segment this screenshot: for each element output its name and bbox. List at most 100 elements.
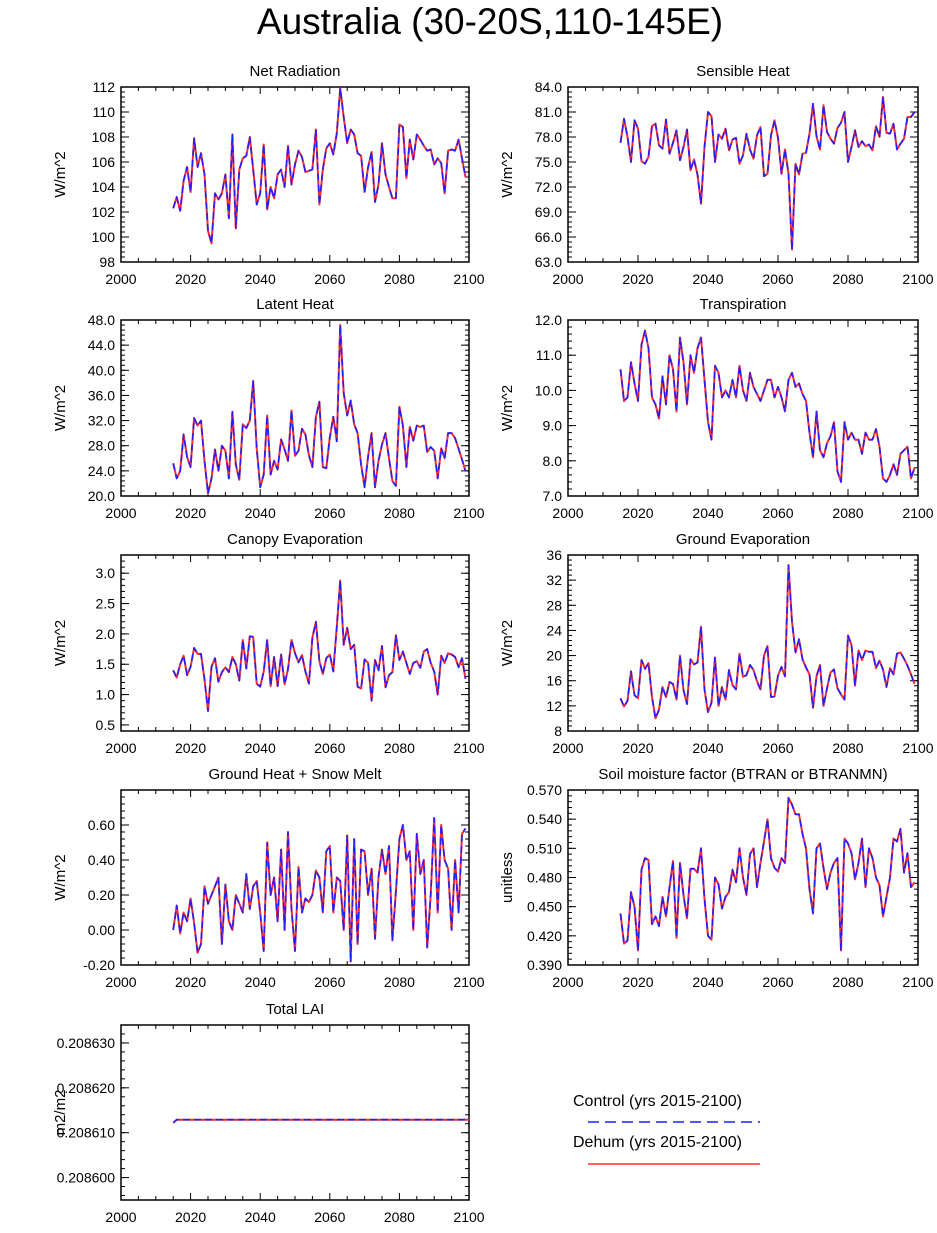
ground-heat-snow-melt-series-control (172, 817, 467, 963)
ground-heat-snow-melt-xtick-label: 2040 (245, 974, 276, 990)
soil-moisture-factor-btran-or-btranmn-ytick-label: 0.480 (527, 870, 562, 886)
canopy-evaporation-ytick-label: 2.0 (96, 626, 116, 642)
canopy-evaporation-title: Canopy Evaporation (227, 531, 363, 548)
canopy-evaporation-ylabel: W/m^2 (52, 620, 69, 666)
ground-evaporation-xtick-label: 2040 (692, 740, 723, 756)
total-lai-xtick-label: 2000 (105, 1209, 136, 1225)
sensible-heat-ylabel: W/m^2 (499, 151, 516, 197)
sensible-heat-ytick-label: 69.0 (535, 204, 562, 220)
net-radiation-ytick-label: 98 (99, 254, 115, 270)
panel-total-lai: Total LAI m2/m2 2000 2020 2040 2060 2080 2100 0.… (52, 1001, 485, 1225)
latent-heat-ytick-label: 40.0 (88, 362, 115, 378)
canopy-evaporation-ytick-label: 0.5 (96, 717, 116, 733)
total-lai-ytick-label: 0.208620 (57, 1080, 116, 1096)
latent-heat-frame (120, 319, 470, 497)
ground-evaporation-ytick-label: 28 (546, 597, 562, 613)
latent-heat-xtick-label: 2100 (453, 505, 484, 521)
canopy-evaporation-ytick-label: 3.0 (96, 565, 116, 581)
transpiration-ylabel: W/m^2 (499, 385, 516, 431)
ground-evaporation-ylabel: W/m^2 (499, 620, 516, 666)
ground-evaporation-series-control (619, 564, 916, 720)
total-lai-title: Total LAI (266, 1001, 324, 1018)
panels: Net Radiation W/m^2 2000 2020 2040 2060 2080 21… (52, 63, 934, 1225)
latent-heat-title: Latent Heat (256, 296, 334, 313)
net-radiation-xtick-label: 2080 (384, 271, 415, 287)
ground-heat-snow-melt-ylabel: W/m^2 (52, 854, 69, 900)
soil-moisture-factor-btran-or-btranmn-ytick-label: 0.420 (527, 928, 562, 944)
latent-heat-xtick-label: 2040 (245, 505, 276, 521)
net-radiation-ytick-label: 110 (93, 104, 116, 120)
transpiration-xtick-label: 2100 (902, 505, 933, 521)
ground-evaporation-ytick-label: 16 (546, 673, 562, 689)
canopy-evaporation-xtick-label: 2080 (384, 740, 415, 756)
ground-heat-snow-melt-ytick-label: 0.20 (88, 887, 115, 903)
net-radiation-xtick-label: 2000 (105, 271, 136, 287)
soil-moisture-factor-btran-or-btranmn-ylabel: unitless (499, 852, 516, 903)
transpiration-xtick-label: 2060 (762, 505, 793, 521)
net-radiation-series-control (172, 87, 467, 245)
ground-heat-snow-melt-ytick-label: 0.40 (88, 852, 115, 868)
ground-evaporation-ytick-label: 32 (546, 572, 562, 588)
latent-heat-xtick-label: 2080 (384, 505, 415, 521)
transpiration-ytick-label: 9.0 (543, 418, 563, 434)
total-lai-xtick-label: 2040 (245, 1209, 276, 1225)
latent-heat-ytick-label: 24.0 (88, 463, 115, 479)
ground-heat-snow-melt-ytick-label: 0.00 (88, 922, 115, 938)
ground-heat-snow-melt-xtick-label: 2100 (453, 974, 484, 990)
ground-evaporation-xtick-label: 2060 (762, 740, 793, 756)
canopy-evaporation-series-dehum (172, 579, 467, 712)
latent-heat-ytick-label: 48.0 (88, 312, 115, 328)
transpiration-xtick-label: 2000 (552, 505, 583, 521)
net-radiation-xtick-label: 2100 (453, 271, 484, 287)
total-lai-ylabel: m2/m2 (52, 1090, 69, 1136)
sensible-heat-ytick-label: 63.0 (535, 254, 562, 270)
sensible-heat-title: Sensible Heat (696, 63, 790, 80)
net-radiation-ytick-label: 108 (92, 129, 116, 145)
soil-moisture-factor-btran-or-btranmn-ytick-label: 0.390 (527, 957, 562, 973)
sensible-heat-ytick-label: 81.0 (535, 104, 562, 120)
transpiration-xtick-label: 2040 (692, 505, 723, 521)
latent-heat-xtick-label: 2000 (105, 505, 136, 521)
ground-heat-snow-melt-xtick-label: 2060 (314, 974, 345, 990)
transpiration-series-dehum (619, 329, 916, 483)
net-radiation-title: Net Radiation (250, 63, 341, 80)
sensible-heat-ytick-label: 72.0 (535, 179, 562, 195)
canopy-evaporation-ytick-label: 2.5 (96, 596, 116, 612)
soil-moisture-factor-btran-or-btranmn-xtick-label: 2080 (832, 974, 863, 990)
net-radiation-xtick-label: 2040 (245, 271, 276, 287)
sensible-heat-xtick-label: 2000 (552, 271, 583, 287)
ground-heat-snow-melt-title: Ground Heat + Snow Melt (208, 766, 382, 783)
transpiration-series-control (619, 329, 916, 483)
ground-evaporation-ytick-label: 8 (554, 723, 562, 739)
ground-evaporation-title: Ground Evaporation (676, 531, 810, 548)
panel-canopy-evaporation: Canopy Evaporation W/m^2 2000 2020 2040 2060 2… (52, 531, 485, 756)
total-lai-ytick-label: 0.208610 (57, 1125, 116, 1141)
net-radiation-ytick-label: 106 (92, 154, 116, 170)
ground-heat-snow-melt-series-dehum (172, 817, 467, 963)
legend-label-dehum: Dehum (yrs 2015-2100) (573, 1134, 742, 1151)
total-lai-frame (120, 1024, 470, 1201)
ground-evaporation-xtick-label: 2100 (902, 740, 933, 756)
ground-heat-snow-melt-xtick-label: 2020 (175, 974, 206, 990)
panel-latent-heat: Latent Heat W/m^2 2000 2020 2040 2060 2080 2100… (52, 296, 485, 521)
ground-evaporation-ytick-label: 36 (546, 547, 562, 563)
ground-evaporation-xtick-label: 2020 (622, 740, 653, 756)
total-lai-ytick-label: 0.208600 (57, 1170, 116, 1186)
ground-heat-snow-melt-ytick-label: -0.20 (83, 957, 115, 973)
ground-evaporation-ytick-label: 20 (546, 648, 562, 664)
latent-heat-xtick-label: 2060 (314, 505, 345, 521)
ground-heat-snow-melt-xtick-label: 2000 (105, 974, 136, 990)
sensible-heat-ytick-label: 78.0 (535, 129, 562, 145)
soil-moisture-factor-btran-or-btranmn-xtick-label: 2040 (692, 974, 723, 990)
transpiration-ytick-label: 12.0 (535, 312, 562, 328)
transpiration-ytick-label: 8.0 (543, 453, 563, 469)
panel-soil-moisture-factor-btran-or-btranmn: Soil moisture factor (BTRAN or BTRANMN) u… (499, 766, 934, 990)
total-lai-xtick-label: 2100 (453, 1209, 484, 1225)
total-lai-xtick-label: 2060 (314, 1209, 345, 1225)
canopy-evaporation-xtick-label: 2000 (105, 740, 136, 756)
canopy-evaporation-xtick-label: 2100 (453, 740, 484, 756)
latent-heat-ytick-label: 44.0 (88, 337, 115, 353)
transpiration-frame (567, 319, 919, 497)
latent-heat-ytick-label: 32.0 (88, 413, 115, 429)
panel-transpiration: Transpiration W/m^2 2000 2020 2040 2060 2080 21… (499, 296, 934, 521)
